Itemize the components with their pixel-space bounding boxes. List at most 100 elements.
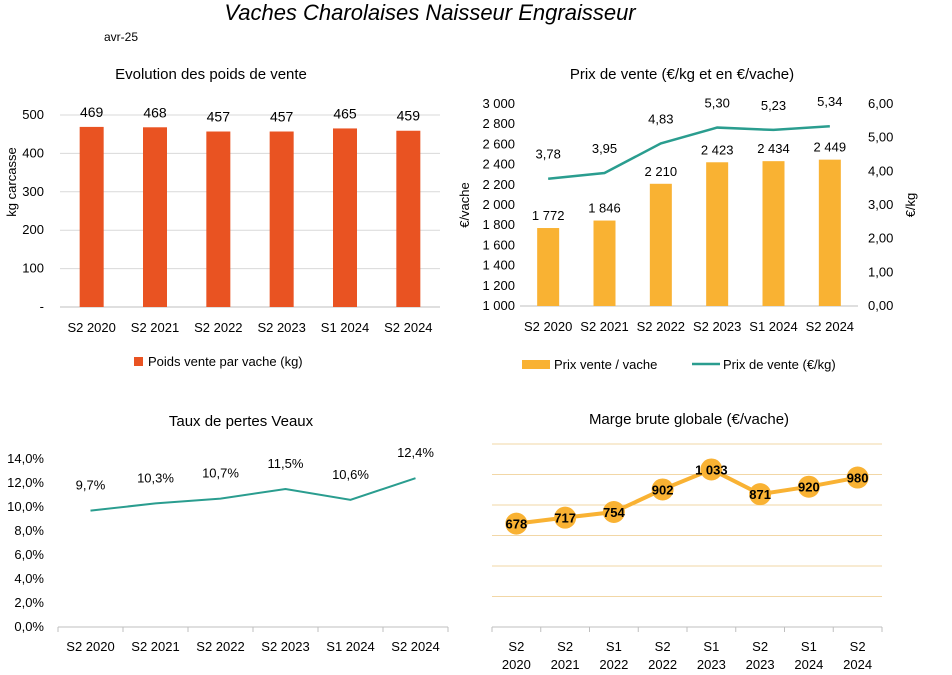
y-tick-label-left: 1 800 [482, 217, 515, 232]
y-tick-label-right: 1,00 [868, 264, 893, 279]
y-axis-label: kg carcasse [4, 147, 19, 216]
data-label: 10,3% [137, 470, 174, 485]
x-tick-label: S1 2024 [749, 319, 797, 334]
x-tick-label-line1: S1 [703, 639, 719, 654]
data-label: 871 [749, 487, 771, 502]
x-tick-label: S2 2022 [194, 320, 242, 335]
data-point [846, 466, 869, 489]
data-label: 457 [207, 109, 231, 125]
y-tick-label: 12,0% [7, 475, 44, 490]
data-label: 9,7% [76, 478, 106, 493]
bar-data-label: 2 449 [814, 140, 847, 155]
x-tick-label: S2 2023 [261, 639, 309, 654]
data-label: 11,5% [268, 456, 304, 471]
x-tick-label-line2: 2022 [599, 657, 628, 672]
y-tick-label: 100 [22, 261, 44, 276]
bar [593, 220, 616, 306]
line-data-label: 5,23 [761, 98, 786, 113]
x-tick-label-line2: 2021 [551, 657, 580, 672]
chart-title: Evolution des poids de vente [115, 66, 307, 83]
x-tick-label-line1: S2 [508, 639, 524, 654]
y-tick-label-right: 5,00 [868, 130, 893, 145]
x-tick-label-line2: 2024 [843, 657, 872, 672]
y-tick-label: - [40, 299, 44, 314]
y-tick-label-left: 2 600 [482, 136, 515, 151]
bar [762, 161, 785, 306]
x-tick-label-line1: S2 [655, 639, 671, 654]
x-tick-label: S2 2023 [257, 320, 305, 335]
chart-title: Prix de vente (€/kg et en €/vache) [570, 66, 794, 83]
y-tick-label-left: 1 200 [482, 278, 515, 293]
data-point [749, 483, 772, 506]
legend-swatch [134, 357, 143, 366]
bar [706, 162, 729, 306]
y-tick-label: 400 [22, 145, 44, 160]
data-label: 1 033 [695, 462, 728, 477]
data-label: 465 [333, 105, 357, 121]
y-axis-label-right: €/kg [903, 193, 918, 218]
y-axis-label-left: €/vache [457, 182, 472, 228]
y-tick-label: 4,0% [14, 571, 44, 586]
x-tick-label: S2 2022 [637, 319, 685, 334]
x-tick-label: S1 2024 [321, 320, 369, 335]
bar [537, 228, 560, 306]
y-tick-label-right: 2,00 [868, 231, 893, 246]
data-point [700, 458, 723, 481]
bar-data-label: 2 210 [645, 164, 678, 179]
line-data-label: 4,83 [648, 111, 673, 126]
x-tick-label: S2 2021 [131, 320, 179, 335]
y-tick-label: 0,0% [14, 619, 44, 634]
y-tick-label-right: 6,00 [868, 96, 893, 111]
line-data-label: 5,34 [817, 94, 842, 109]
y-tick-label: 500 [22, 107, 44, 122]
data-label: 902 [652, 482, 674, 497]
bar [818, 159, 841, 306]
x-tick-label: S2 2024 [384, 320, 432, 335]
y-tick-label-left: 2 400 [482, 157, 515, 172]
y-tick-label: 6,0% [14, 547, 44, 562]
y-tick-label-right: 0,00 [868, 298, 893, 313]
data-label: 12,4% [397, 445, 434, 460]
bar [79, 126, 104, 308]
x-tick-label-line1: S1 [801, 639, 817, 654]
data-label: 10,6% [332, 467, 369, 482]
line-data-label: 5,30 [705, 96, 730, 111]
y-tick-label: 200 [22, 222, 44, 237]
y-tick-label-left: 1 400 [482, 258, 515, 273]
bar [333, 128, 357, 307]
series-line [90, 477, 416, 512]
y-tick-label-left: 1 000 [482, 298, 515, 313]
data-point [602, 501, 625, 524]
bar [649, 183, 672, 306]
y-tick-label: 2,0% [14, 595, 44, 610]
data-point [505, 512, 528, 535]
x-tick-label: S2 2024 [391, 639, 439, 654]
y-tick-label-left: 2 000 [482, 197, 515, 212]
bar [143, 127, 167, 308]
x-tick-label-line2: 2023 [746, 657, 775, 672]
y-tick-label: 14,0% [7, 451, 44, 466]
bar-data-label: 2 423 [701, 142, 734, 157]
x-tick-label: S2 2020 [66, 639, 114, 654]
x-tick-label-line1: S2 [752, 639, 768, 654]
y-tick-label-left: 1 600 [482, 237, 515, 252]
chart-title: Taux de pertes Veaux [169, 413, 314, 430]
y-tick-label-left: 2 800 [482, 116, 515, 131]
bar-data-label: 2 434 [757, 141, 790, 156]
x-tick-label-line2: 2020 [502, 657, 531, 672]
data-label: 717 [554, 511, 576, 526]
x-tick-label: S2 2023 [693, 319, 741, 334]
y-tick-label-left: 3 000 [482, 96, 515, 111]
legend-label-line: Prix de vente (€/kg) [723, 357, 836, 372]
data-point [651, 478, 674, 501]
data-label: 459 [397, 108, 421, 124]
x-tick-label: S2 2021 [580, 319, 628, 334]
x-tick-label-line2: 2022 [648, 657, 677, 672]
x-tick-label: S2 2024 [806, 319, 854, 334]
bar [396, 130, 421, 307]
legend-swatch-bar [522, 360, 550, 369]
line-data-label: 3,95 [592, 141, 617, 156]
data-point [797, 475, 820, 498]
